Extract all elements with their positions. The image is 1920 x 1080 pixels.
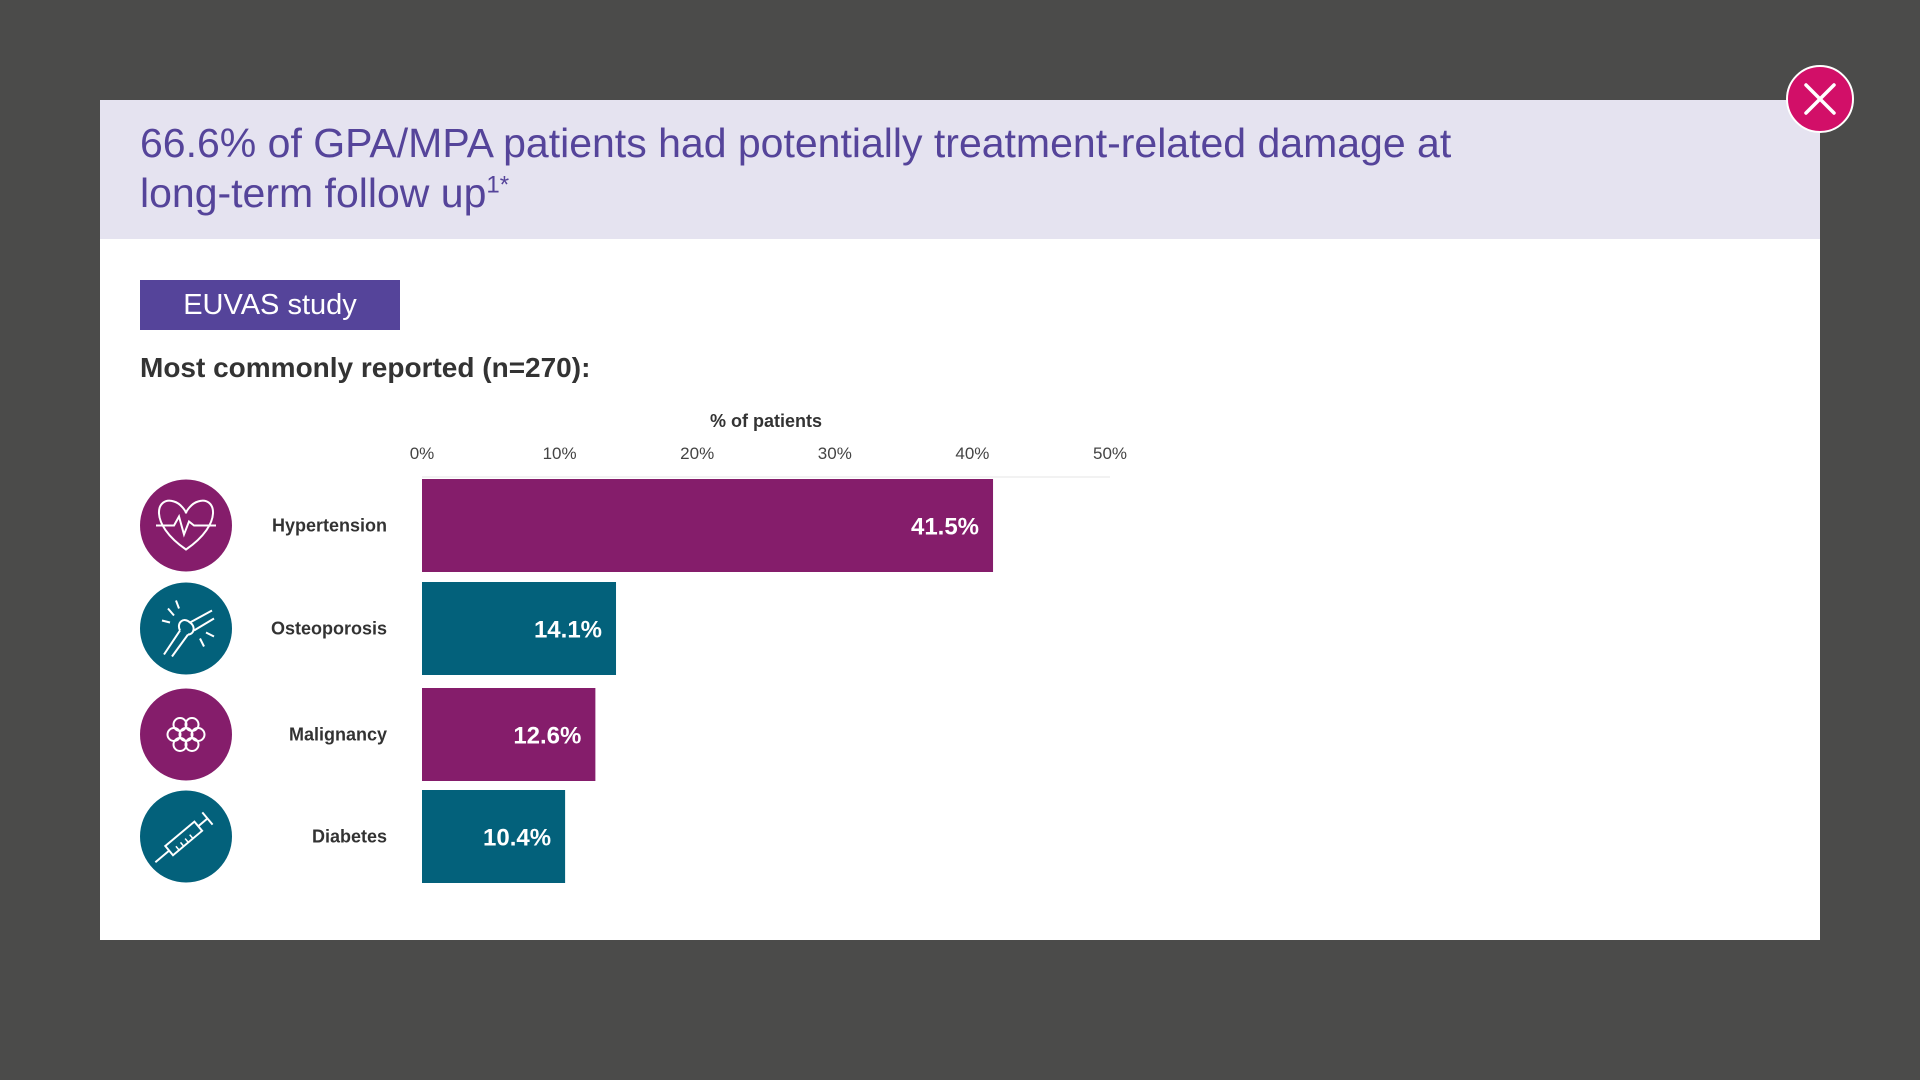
data-label: 14.1% bbox=[534, 617, 602, 644]
x-tick-label: 20% bbox=[680, 444, 714, 463]
pain-ray bbox=[199, 638, 205, 647]
syringe-tick bbox=[189, 834, 194, 840]
data-label: 10.4% bbox=[483, 825, 551, 852]
category-label: Osteoporosis bbox=[271, 619, 387, 639]
title-footnote-marker: 1* bbox=[486, 171, 510, 199]
chart-subtitle: Most commonly reported (n=270): bbox=[140, 352, 591, 383]
x-tick-label: 0% bbox=[410, 444, 435, 463]
bar-malignancy bbox=[422, 688, 596, 781]
x-tick-label: 30% bbox=[818, 444, 852, 463]
syringe-needle bbox=[154, 849, 170, 863]
icon-circle bbox=[140, 790, 232, 883]
syringe-icon bbox=[140, 790, 232, 883]
syringe-handle bbox=[201, 811, 214, 826]
icon-circle bbox=[140, 479, 232, 572]
x-tick-label: 50% bbox=[1093, 444, 1127, 463]
syringe-tick bbox=[179, 841, 185, 847]
data-label: 12.6% bbox=[513, 723, 581, 750]
modal-title-text: 66.6% of GPA/MPA patients had potentiall… bbox=[140, 120, 1452, 216]
syringe-plunger bbox=[197, 817, 209, 827]
bar-diabetes bbox=[422, 790, 566, 883]
close-button[interactable] bbox=[1786, 65, 1854, 133]
category-label: Malignancy bbox=[289, 725, 387, 745]
heart-shape bbox=[158, 499, 214, 551]
icon-circle bbox=[140, 582, 232, 675]
modal-header: 66.6% of GPA/MPA patients had potentiall… bbox=[100, 100, 1820, 239]
x-axis-title: % of patients bbox=[710, 411, 822, 431]
category-label: Hypertension bbox=[272, 516, 387, 536]
syringe-tick bbox=[184, 838, 189, 843]
joint-pain-icon bbox=[140, 582, 232, 675]
bone-upper bbox=[189, 609, 215, 632]
icon-circle bbox=[140, 688, 232, 781]
pain-ray bbox=[205, 631, 215, 638]
study-badge: EUVAS study bbox=[140, 280, 400, 330]
cells-icon bbox=[140, 688, 232, 781]
modal-title: 66.6% of GPA/MPA patients had potentiall… bbox=[140, 118, 1540, 218]
pain-ray bbox=[161, 619, 171, 624]
close-icon bbox=[1804, 83, 1836, 115]
x-tick-label: 40% bbox=[955, 444, 989, 463]
pulse-line bbox=[156, 513, 216, 538]
category-label: Diabetes bbox=[312, 827, 387, 847]
syringe-tick bbox=[175, 845, 180, 851]
bar-hypertension bbox=[422, 479, 994, 572]
heart-pulse-icon bbox=[140, 479, 232, 572]
pain-ray bbox=[175, 600, 180, 609]
pain-ray bbox=[167, 607, 175, 617]
bar-osteoporosis bbox=[422, 582, 617, 675]
cell-circle bbox=[184, 737, 200, 752]
x-tick-label: 10% bbox=[543, 444, 577, 463]
data-label: 41.5% bbox=[911, 514, 979, 541]
modal-dialog: 66.6% of GPA/MPA patients had potentiall… bbox=[100, 100, 1820, 940]
